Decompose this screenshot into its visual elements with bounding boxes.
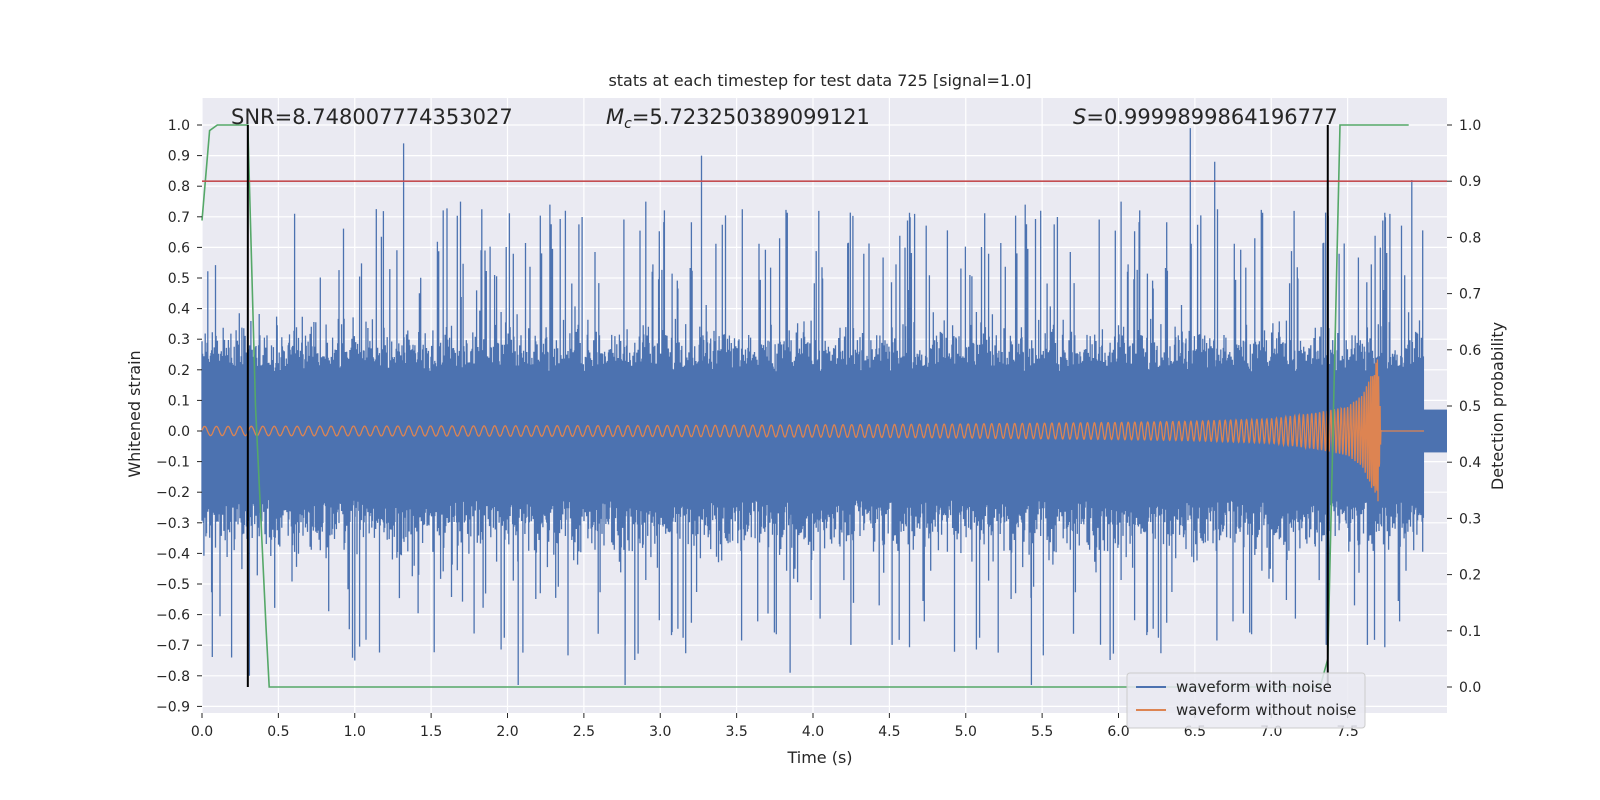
y-tick-label: 0.6 (168, 240, 190, 256)
y2-tick-label: 0.9 (1459, 174, 1481, 190)
y2-tick-label: 1.0 (1459, 118, 1481, 134)
y-tick-label: 0.9 (168, 149, 190, 165)
y-tick-label: 0.8 (168, 179, 190, 195)
score-symbol: S (1073, 105, 1086, 129)
y2-tick-label: 0.1 (1459, 624, 1481, 640)
y2-tick-label: 0.2 (1459, 568, 1481, 584)
legend: waveform with noise waveform without noi… (1126, 672, 1366, 729)
y2-axis-label: Detection probability (1488, 322, 1507, 490)
series-waveform-without-noise (201, 359, 1424, 502)
x-tick-label: 5.0 (955, 724, 977, 740)
x-axis-label: Time (s) (786, 748, 852, 767)
x-tick-label: 3.0 (649, 724, 671, 740)
y2-tick-label: 0.5 (1459, 399, 1481, 415)
legend-label-signal: waveform without noise (1176, 701, 1356, 719)
y2-tick-label: 0.8 (1459, 230, 1481, 246)
y-tick-label: −0.7 (156, 638, 190, 654)
y-tick-label: 0.7 (168, 210, 190, 226)
y-axis-label: Whitened strain (125, 350, 144, 477)
y-tick-label: 0.4 (168, 302, 190, 318)
y-tick-label: −0.6 (156, 608, 190, 624)
y2-tick-label: 0.7 (1459, 287, 1481, 303)
y-tick-label: −0.4 (156, 546, 190, 562)
x-tick-label: 5.5 (1031, 724, 1053, 740)
signal-trace (201, 359, 1424, 502)
x-tick-label: 2.5 (573, 724, 595, 740)
legend-label-noise: waveform with noise (1176, 678, 1332, 696)
chirp-mass-subscript: c (624, 116, 632, 132)
y-tick-label: −0.8 (156, 669, 190, 685)
legend-box (1126, 672, 1366, 729)
x-tick-label: 1.0 (344, 724, 366, 740)
y-tick-label: −0.2 (156, 485, 190, 501)
x-tick-label: 0.5 (267, 724, 289, 740)
x-tick-label: 4.5 (878, 724, 900, 740)
x-tick-label: 6.0 (1107, 724, 1129, 740)
y-tick-label: 0.3 (168, 332, 190, 348)
y-tick-label: −0.3 (156, 516, 190, 532)
y-tick-label: 0.1 (168, 393, 190, 409)
x-tick-label: 2.0 (496, 724, 518, 740)
score-value: =0.9999899864196777 (1086, 105, 1337, 129)
x-tick-label: 3.5 (725, 724, 747, 740)
x-tick-label: 0.0 (191, 724, 213, 740)
y2-tick-label: 0.4 (1459, 455, 1481, 471)
x-tick-label: 1.5 (420, 724, 442, 740)
y2-tick-label: 0.6 (1459, 343, 1481, 359)
chirp-mass-value: =5.723250389099121 (632, 105, 870, 129)
axes: 0.0 0.5 1.0 1.5 2.0 2.5 3.0 3.5 4.0 4.5 5.0 5.5 6.0 6… (156, 118, 1481, 740)
detection-markers (246, 125, 1329, 687)
y-tick-label: 0.2 (168, 363, 190, 379)
snr-annotation: SNR=8.748007774353027 (231, 105, 513, 129)
y2-tick-label: 0.0 (1459, 680, 1481, 696)
score-annotation: S=0.9999899864196777 (1073, 105, 1338, 129)
y2-tick-label: 0.3 (1459, 511, 1481, 527)
chirp-mass-symbol: M (606, 105, 624, 129)
y-tick-label: 1.0 (168, 118, 190, 134)
chirp-mass-annotation: Mc=5.723250389099121 (606, 105, 870, 132)
y-tick-label: 0.5 (168, 271, 190, 287)
y-tick-label: −0.1 (156, 455, 190, 471)
y-tick-label: 0.0 (168, 424, 190, 440)
y-tick-label: −0.9 (156, 699, 190, 715)
x-tick-label: 4.0 (802, 724, 824, 740)
chart-title: stats at each timestep for test data 725… (608, 71, 1031, 90)
y-tick-label: −0.5 (156, 577, 190, 593)
